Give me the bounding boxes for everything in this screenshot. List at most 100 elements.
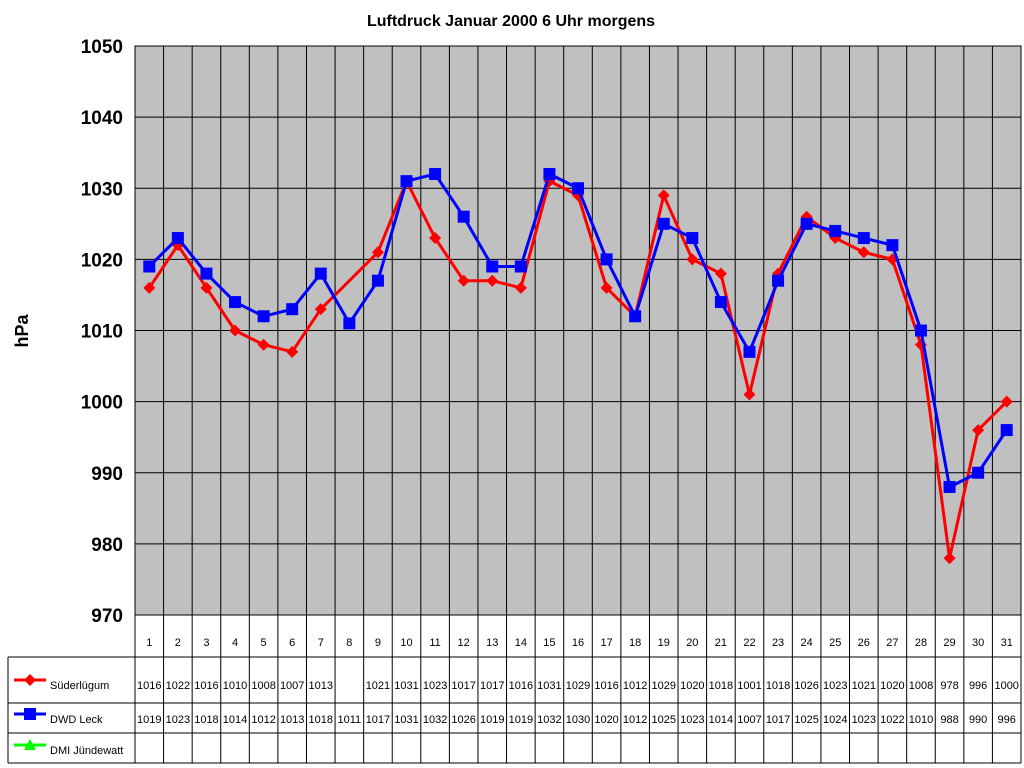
chart-title: Luftdruck Januar 2000 6 Uhr morgens bbox=[367, 13, 655, 30]
table-cell: 1016 bbox=[137, 680, 161, 692]
table-cell: 1019 bbox=[137, 714, 161, 726]
x-tick-label: 20 bbox=[686, 637, 698, 649]
table-cell: 1017 bbox=[366, 714, 390, 726]
x-tick-label: 23 bbox=[772, 637, 784, 649]
table-cell: 1007 bbox=[737, 714, 761, 726]
data-point bbox=[457, 210, 470, 223]
y-tick-label: 1030 bbox=[81, 179, 123, 200]
x-tick-label: 1 bbox=[146, 637, 152, 649]
data-point bbox=[972, 466, 985, 479]
table-cell: 1016 bbox=[509, 680, 533, 692]
table-cell: 1018 bbox=[709, 680, 733, 692]
x-tick-label: 24 bbox=[801, 637, 813, 649]
table-cell: 978 bbox=[940, 680, 958, 692]
x-tick-label: 12 bbox=[458, 637, 470, 649]
table-cell: 1019 bbox=[509, 714, 533, 726]
data-point bbox=[371, 274, 384, 287]
legend-label: DWD Leck bbox=[50, 714, 103, 726]
x-tick-label: 14 bbox=[515, 637, 527, 649]
data-point bbox=[943, 480, 956, 493]
data-point bbox=[743, 388, 756, 401]
table-cell: 1025 bbox=[794, 714, 818, 726]
table-cell: 1017 bbox=[480, 680, 504, 692]
table-cell: 1030 bbox=[566, 714, 590, 726]
table-cell: 996 bbox=[969, 680, 987, 692]
data-point bbox=[200, 281, 213, 294]
x-tick-label: 27 bbox=[886, 637, 898, 649]
data-point bbox=[257, 338, 270, 351]
data-point bbox=[371, 246, 384, 259]
data-point bbox=[143, 281, 156, 294]
data-point bbox=[486, 274, 499, 287]
table-cell: 1029 bbox=[651, 680, 675, 692]
data-point bbox=[686, 232, 699, 245]
data-point bbox=[686, 253, 699, 266]
table-cell: 1017 bbox=[451, 680, 475, 692]
x-tick-label: 31 bbox=[1001, 637, 1013, 649]
x-tick-label: 19 bbox=[658, 637, 670, 649]
data-point bbox=[429, 168, 442, 181]
table-cell: 1012 bbox=[623, 680, 647, 692]
data-point bbox=[257, 310, 270, 323]
table-cell: 1023 bbox=[423, 680, 447, 692]
table-cell: 1020 bbox=[680, 680, 704, 692]
x-tick-label: 22 bbox=[743, 637, 755, 649]
table-cell: 1007 bbox=[280, 680, 304, 692]
table-cell: 990 bbox=[969, 714, 987, 726]
table-cell: 1011 bbox=[338, 714, 362, 726]
table-cell: 1022 bbox=[880, 714, 904, 726]
data-point bbox=[514, 281, 527, 294]
table-cell: 1024 bbox=[823, 714, 847, 726]
legend-label: Süderlügum bbox=[50, 680, 109, 692]
table-cell: 1014 bbox=[709, 714, 733, 726]
y-tick-label: 1010 bbox=[81, 322, 123, 343]
y-tick-label: 1020 bbox=[81, 250, 123, 271]
data-point bbox=[343, 317, 356, 330]
data-point bbox=[743, 345, 756, 358]
table-cell: 1026 bbox=[451, 714, 475, 726]
table-cell: 1001 bbox=[737, 680, 761, 692]
table-cell: 1032 bbox=[537, 714, 561, 726]
x-tick-label: 3 bbox=[203, 637, 209, 649]
data-table: 1 2 3 4 5 6 7 8 9 10 11 12 13 14 15 16 17 18 19 20 21 22 23 24 2… bbox=[7, 615, 1022, 764]
y-tick-label: 990 bbox=[91, 464, 123, 485]
table-cell: 1017 bbox=[766, 714, 790, 726]
table-cell: 1023 bbox=[852, 714, 876, 726]
x-tick-label: 17 bbox=[600, 637, 612, 649]
table-cell: 1008 bbox=[251, 680, 275, 692]
data-point bbox=[972, 424, 985, 437]
table-cell: 1020 bbox=[594, 714, 618, 726]
x-tick-label: 6 bbox=[289, 637, 295, 649]
x-tick-label: 25 bbox=[829, 637, 841, 649]
x-tick-label: 15 bbox=[543, 637, 555, 649]
x-tick-label: 7 bbox=[318, 637, 324, 649]
table-cell: 1012 bbox=[251, 714, 275, 726]
table-cell: 1013 bbox=[309, 680, 333, 692]
y-tick-label: 1040 bbox=[81, 108, 123, 129]
legend-marker bbox=[24, 708, 36, 720]
data-point bbox=[714, 296, 727, 309]
data-point bbox=[857, 246, 870, 259]
data-point bbox=[943, 552, 956, 565]
data-point bbox=[229, 296, 242, 309]
table-cell: 1023 bbox=[823, 680, 847, 692]
data-point bbox=[914, 324, 927, 337]
table-cell: 1008 bbox=[909, 680, 933, 692]
data-point bbox=[714, 267, 727, 280]
data-point bbox=[286, 303, 299, 316]
table-cell: 988 bbox=[940, 714, 958, 726]
data-point bbox=[772, 274, 785, 287]
x-tick-label: 10 bbox=[400, 637, 412, 649]
table-cell: 1016 bbox=[194, 680, 218, 692]
table-cell: 1025 bbox=[651, 714, 675, 726]
legend-marker bbox=[24, 674, 36, 686]
y-tick-label: 980 bbox=[91, 535, 123, 556]
table-cell: 1016 bbox=[594, 680, 618, 692]
table-cell: 1013 bbox=[280, 714, 304, 726]
table-cell: 1031 bbox=[394, 714, 418, 726]
table-cell: 1021 bbox=[852, 680, 876, 692]
y-axis-label: hPa bbox=[12, 314, 32, 348]
table-cell: 1012 bbox=[623, 714, 647, 726]
